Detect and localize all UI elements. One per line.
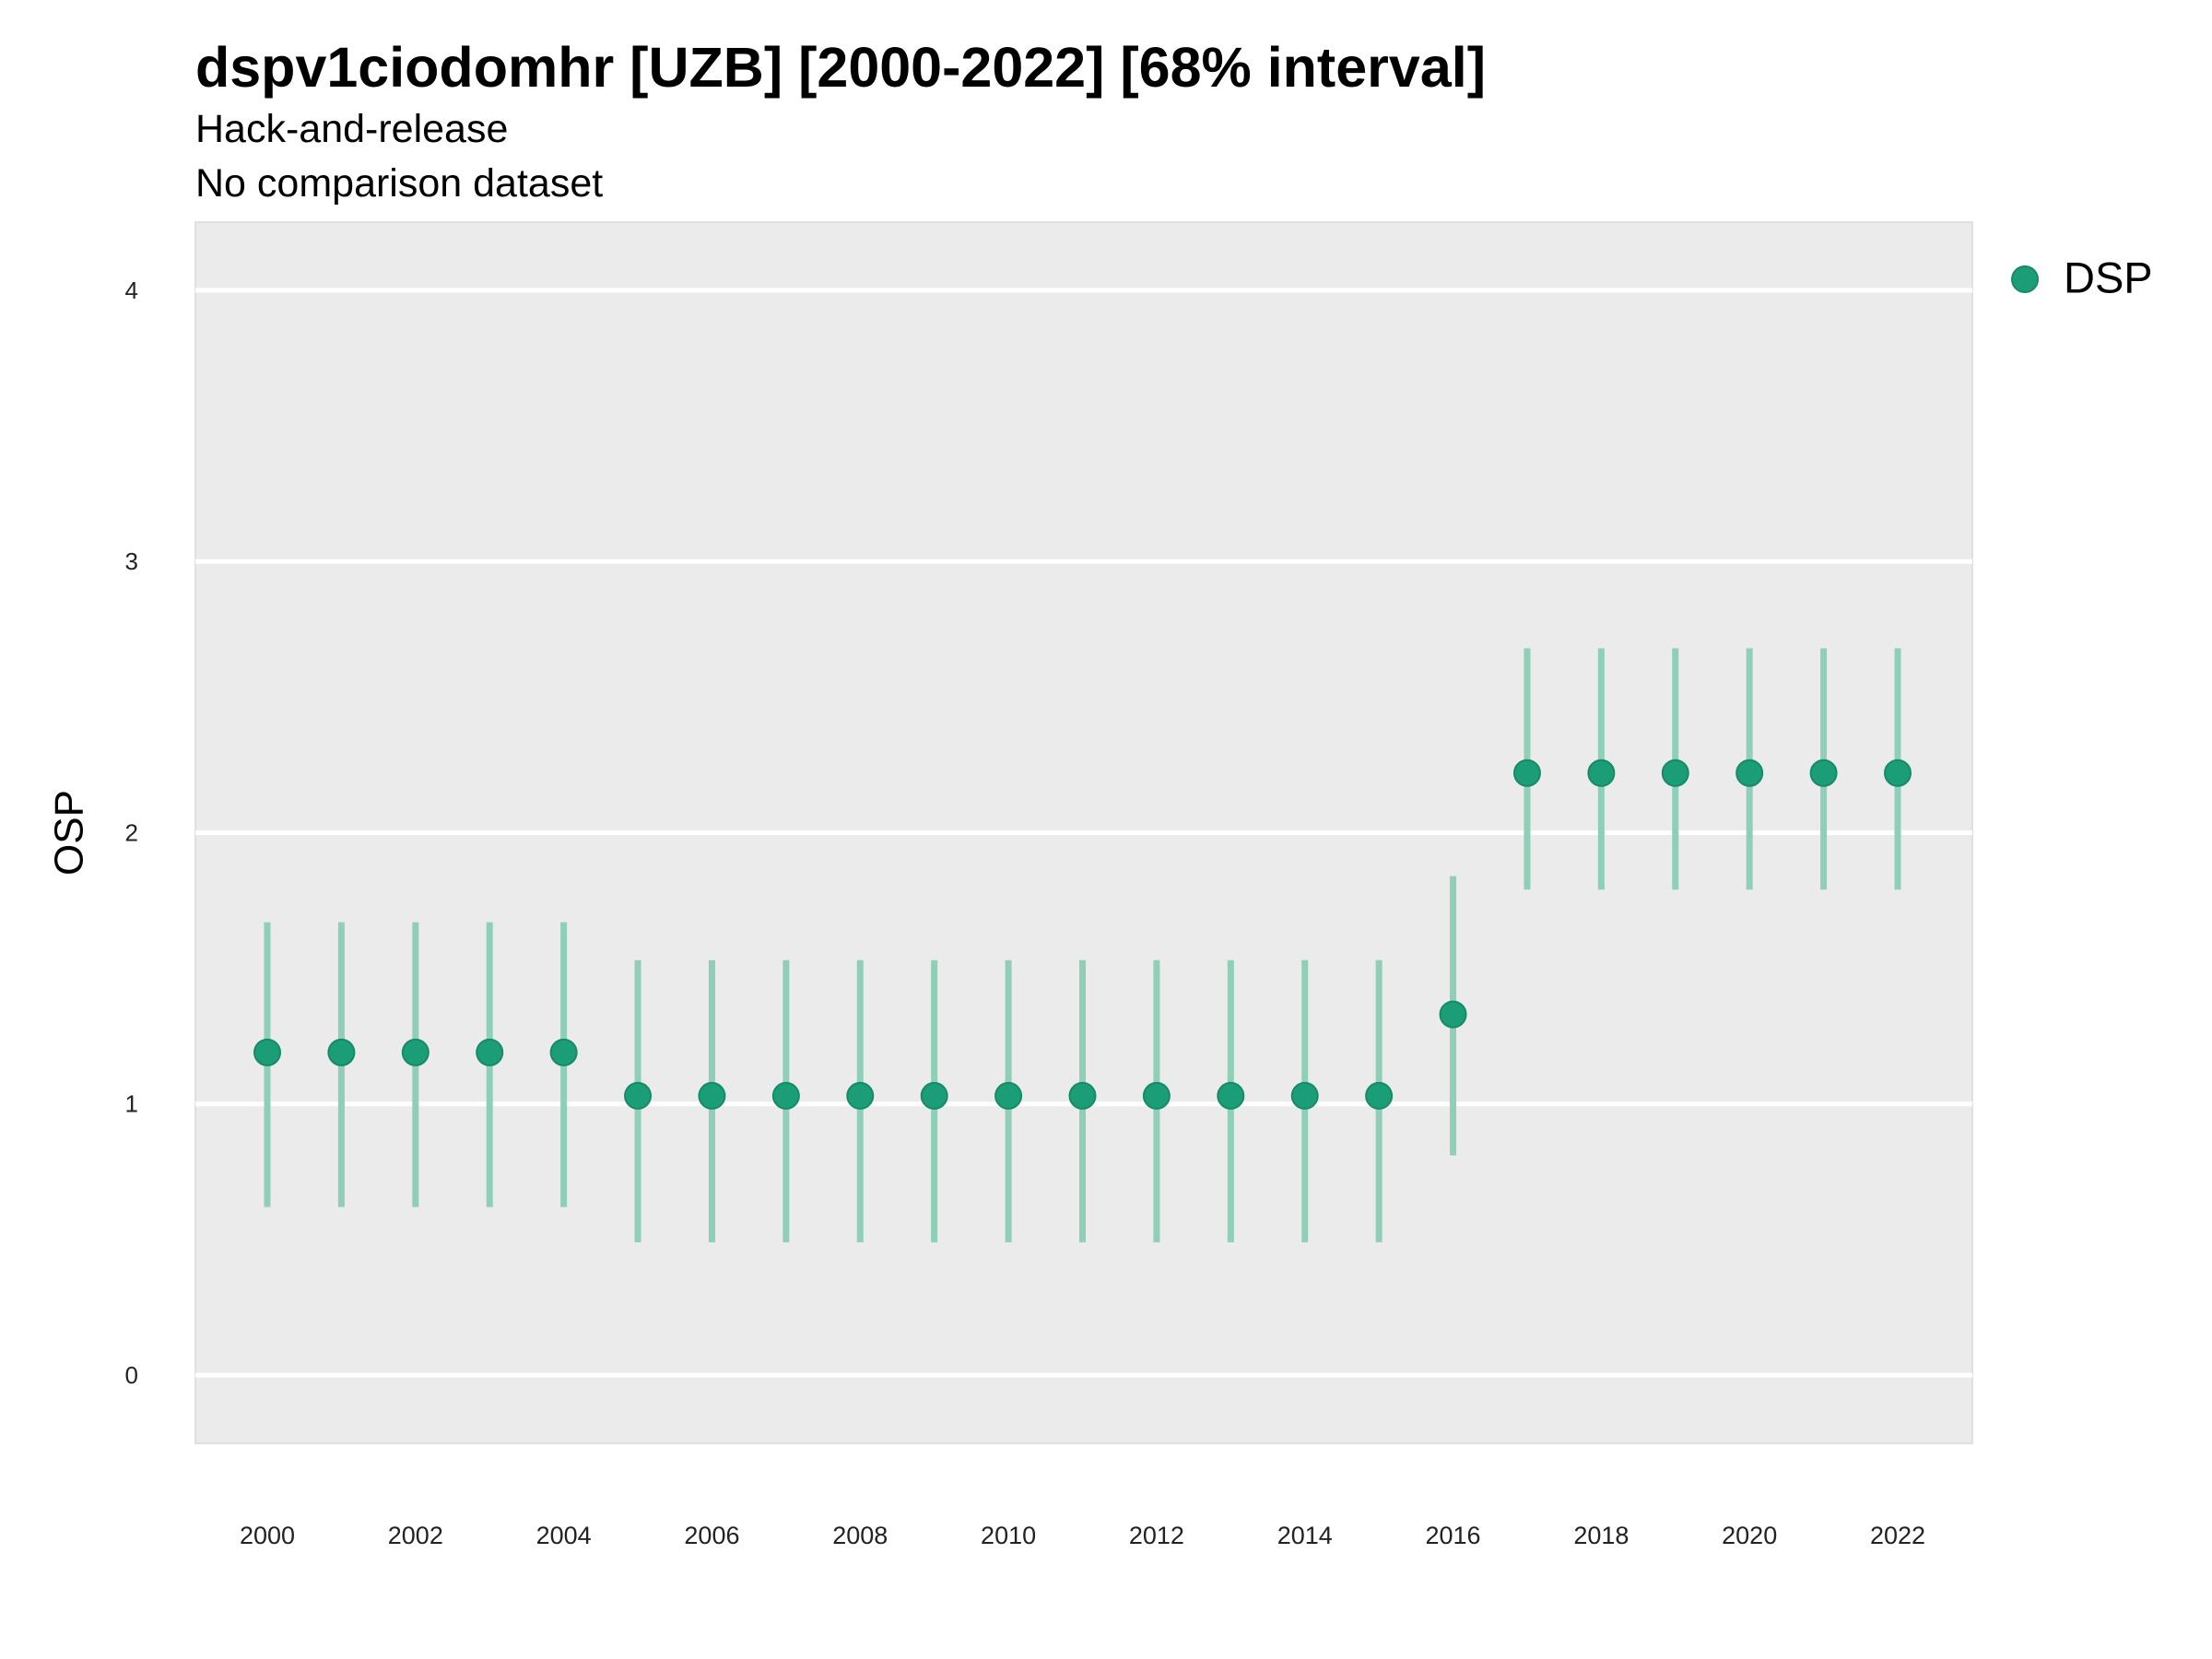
data-point bbox=[846, 1081, 875, 1110]
data-point bbox=[253, 1038, 281, 1066]
data-point bbox=[1217, 1081, 1245, 1110]
y-tick-label: 1 bbox=[125, 1090, 138, 1118]
data-point bbox=[1735, 759, 1764, 787]
data-point bbox=[1587, 759, 1616, 787]
chart-title: dspv1ciodomhr [UZB] [2000-2022] [68% int… bbox=[195, 36, 1487, 99]
data-point bbox=[771, 1081, 800, 1110]
data-point bbox=[1365, 1081, 1394, 1110]
x-tick-label: 2000 bbox=[240, 1522, 295, 1549]
data-point bbox=[401, 1038, 429, 1066]
x-tick-label: 2004 bbox=[536, 1522, 592, 1549]
data-point bbox=[1290, 1081, 1319, 1110]
legend-key-dsp bbox=[2011, 265, 2039, 293]
data-points bbox=[253, 759, 1912, 1110]
y-tick-labels: 0 1 2 3 4 bbox=[125, 276, 138, 1389]
data-point bbox=[549, 1038, 578, 1066]
y-tick-label: 4 bbox=[125, 276, 138, 304]
data-point bbox=[327, 1038, 356, 1066]
x-tick-label: 2018 bbox=[1573, 1522, 1629, 1549]
y-tick-label: 2 bbox=[125, 818, 138, 846]
x-tick-labels: 2000 2002 2004 2006 2008 2010 2012 2014 2016 2018… bbox=[240, 1522, 1925, 1549]
data-point bbox=[698, 1081, 726, 1110]
data-point bbox=[1142, 1081, 1171, 1110]
data-point bbox=[994, 1081, 1023, 1110]
x-tick-label: 2014 bbox=[1277, 1522, 1333, 1549]
data-point bbox=[1661, 759, 1689, 787]
data-point bbox=[1884, 759, 1912, 787]
data-point bbox=[920, 1081, 948, 1110]
legend-label-dsp: DSP bbox=[2064, 253, 2153, 301]
y-tick-label: 0 bbox=[125, 1361, 138, 1389]
y-axis-label: OSP bbox=[47, 790, 92, 876]
chart-subtitle-method: Hack-and-release bbox=[195, 107, 509, 151]
x-tick-label: 2010 bbox=[981, 1522, 1036, 1549]
x-tick-label: 2006 bbox=[684, 1522, 739, 1549]
chart-subtitle-comparison: No comparison dataset bbox=[195, 161, 604, 206]
data-point bbox=[1512, 759, 1541, 787]
y-tick-label: 3 bbox=[125, 547, 138, 575]
data-point bbox=[1439, 1000, 1467, 1029]
x-tick-label: 2016 bbox=[1426, 1522, 1481, 1549]
x-tick-label: 2008 bbox=[832, 1522, 888, 1549]
x-tick-label: 2020 bbox=[1722, 1522, 1777, 1549]
data-point bbox=[1809, 759, 1838, 787]
x-tick-label: 2012 bbox=[1129, 1522, 1184, 1549]
data-point bbox=[624, 1081, 653, 1110]
legend: DSP bbox=[2011, 253, 2153, 301]
x-tick-label: 2022 bbox=[1870, 1522, 1925, 1549]
x-tick-label: 2002 bbox=[388, 1522, 443, 1549]
data-point bbox=[476, 1038, 504, 1066]
data-point bbox=[1068, 1081, 1097, 1110]
